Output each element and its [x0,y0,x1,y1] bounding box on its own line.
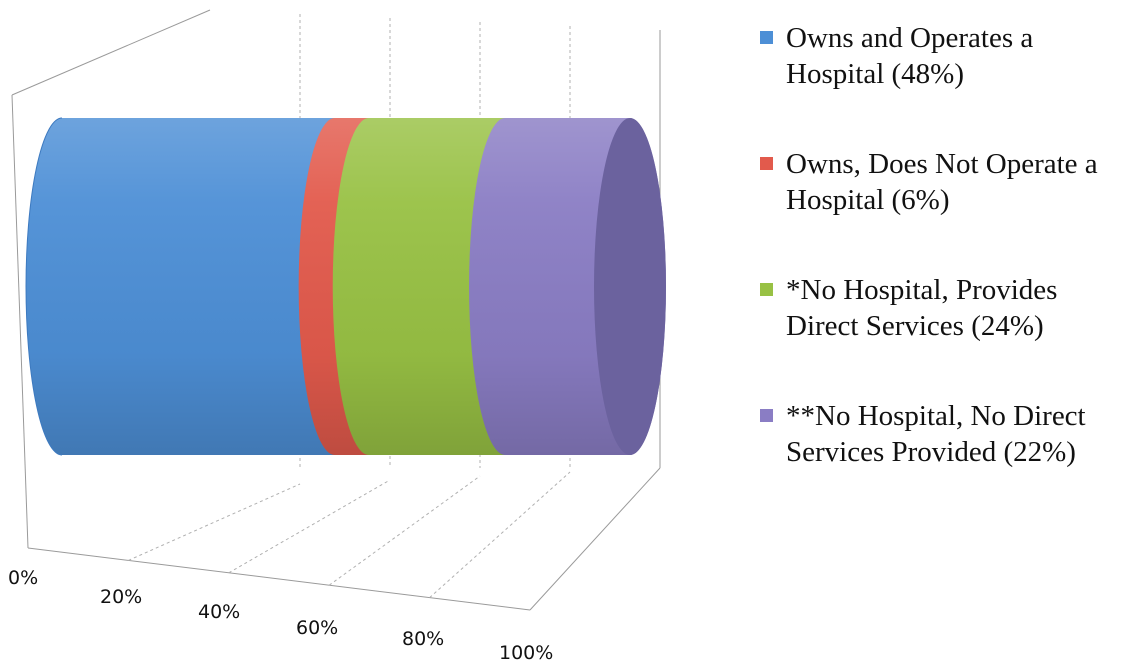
floor-right-edge [529,467,661,611]
legend-label: Owns and Operates a Hospital (48%) [786,22,1034,90]
legend: Owns and Operates a Hospital (48%) Owns,… [760,20,1135,470]
legend-item-no-hospital-direct: *No Hospital, Provides Direct Services (… [760,272,1135,344]
x-tick-label: 40% [198,601,240,623]
cylinder-segment-shading [26,118,371,455]
wall-left-edge [11,94,29,549]
x-tick-label: 80% [402,628,444,650]
x-tick-label: 100% [499,642,553,663]
legend-label: Owns, Does Not Operate a Hospital (6%) [786,148,1098,216]
wall-back-top [11,9,211,96]
gridline-floor [228,479,391,574]
x-axis-ticks: 0% 20% 40% 60% 80% 100% [8,567,553,663]
gridline-floor [128,483,301,561]
floor-front-edge [27,547,531,611]
legend-swatch [760,31,773,44]
x-tick-label: 20% [100,586,142,608]
legend-swatch [760,157,773,170]
gridline-floor [328,475,481,586]
cylinder-left-edge [25,117,63,456]
cylinder-segments [25,117,666,456]
x-tick-label: 60% [296,617,338,639]
legend-item-no-hospital-no-direct: **No Hospital, No Direct Services Provid… [760,398,1135,470]
x-tick-label: 0% [8,567,38,589]
legend-swatch [760,283,773,296]
legend-label: **No Hospital, No Direct Services Provid… [786,400,1086,468]
legend-swatch [760,409,773,422]
gridline-floor [429,471,571,598]
legend-item-owns-operates: Owns and Operates a Hospital (48%) [760,20,1135,92]
legend-item-owns-not-operate: Owns, Does Not Operate a Hospital (6%) [760,146,1135,218]
cylinder-end-cap [594,118,666,455]
legend-label: *No Hospital, Provides Direct Services (… [786,274,1058,342]
